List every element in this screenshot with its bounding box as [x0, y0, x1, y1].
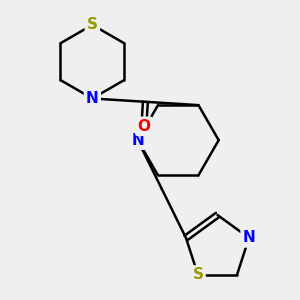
Text: N: N — [243, 230, 255, 245]
Text: O: O — [137, 119, 150, 134]
Text: N: N — [131, 133, 144, 148]
Text: S: S — [87, 17, 98, 32]
Text: N: N — [86, 91, 99, 106]
Text: S: S — [193, 267, 203, 282]
